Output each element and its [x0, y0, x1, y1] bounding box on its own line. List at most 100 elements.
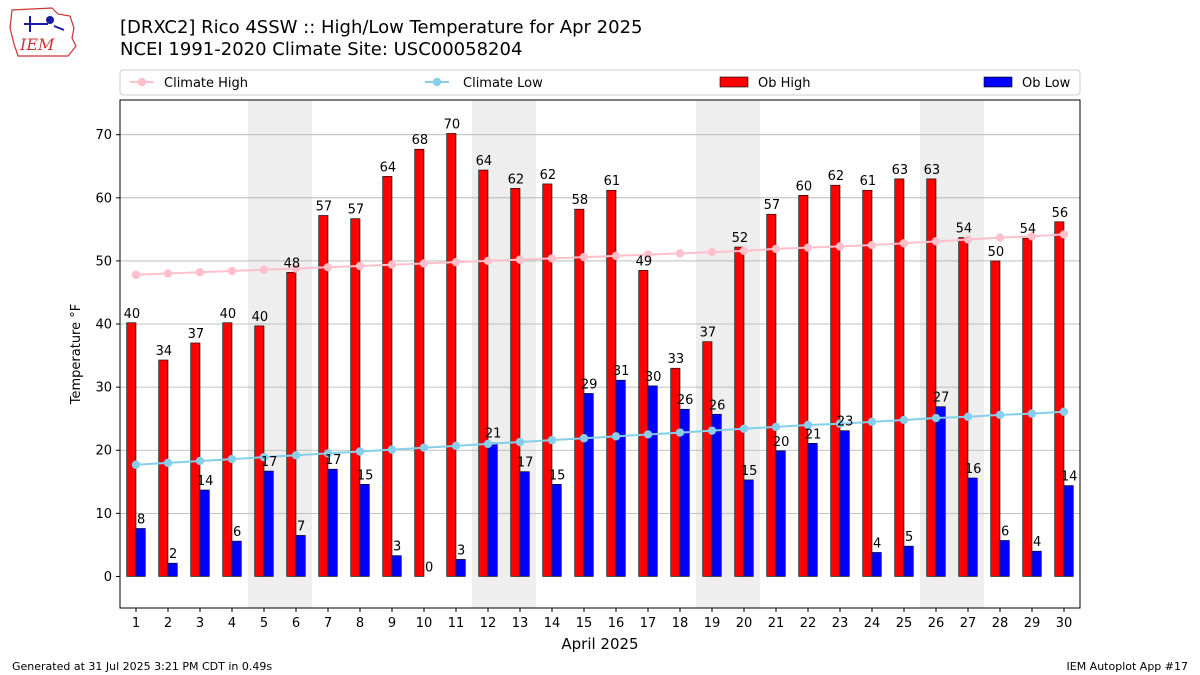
- climate-high-point: [163, 269, 173, 278]
- ob-low-label: 3: [393, 540, 401, 555]
- climate-low-point: [643, 430, 653, 439]
- climate-high-point: [1059, 230, 1069, 239]
- climate-high-point: [195, 268, 205, 277]
- ob-low-label: 26: [709, 398, 726, 413]
- climate-low-point: [835, 419, 845, 428]
- ob-high-bar: [446, 133, 457, 577]
- ob-low-bar: [903, 545, 914, 577]
- ob-low-label: 4: [873, 536, 881, 551]
- climate-high-point: [547, 254, 557, 263]
- climate-high-point: [227, 266, 237, 276]
- ob-low-label: 6: [1001, 524, 1009, 539]
- ob-high-label: 61: [860, 174, 877, 189]
- y-tick-label: 0: [104, 570, 112, 585]
- ob-low-bar: [711, 413, 722, 577]
- x-tick-label: 28: [992, 616, 1009, 631]
- climate-high-point: [963, 235, 973, 244]
- ob-low-bar: [231, 540, 242, 577]
- climate-high-line: [135, 233, 1065, 276]
- ob-high-label: 63: [892, 163, 909, 178]
- climate-high-point: [515, 255, 525, 264]
- climate-low-point: [419, 443, 429, 452]
- ob-low-bar: [839, 430, 850, 577]
- chart-subtitle: NCEI 1991-2020 Climate Site: USC00058204: [120, 39, 523, 60]
- ob-low-bar: [743, 479, 754, 577]
- ob-high-bar: [766, 213, 777, 577]
- climate-low-point: [1059, 407, 1069, 416]
- climate-low-point: [867, 417, 877, 427]
- x-tick-label: 1: [132, 616, 140, 631]
- ob-low-label: 15: [741, 464, 758, 479]
- climate-low-point: [963, 412, 973, 421]
- ob-low-bar: [263, 470, 274, 577]
- x-tick-label: 5: [260, 616, 268, 631]
- ob-high-label: 58: [572, 193, 589, 208]
- climate-low-point: [803, 420, 813, 430]
- ob-low-label: 20: [773, 435, 790, 450]
- ob-high-label: 56: [1052, 206, 1069, 221]
- ob-high-bar: [894, 178, 905, 577]
- x-tick-label: 10: [416, 616, 433, 631]
- ob-low-label: 3: [457, 543, 465, 558]
- legend-climate-high-marker: [137, 77, 147, 87]
- ob-high-bar: [830, 184, 841, 577]
- ob-low-label: 14: [1061, 470, 1078, 485]
- ob-low-bar: [615, 379, 626, 577]
- climate-high-point: [899, 239, 909, 248]
- app-credit: IEM Autoplot App #17: [1066, 660, 1189, 673]
- x-tick-label: 6: [292, 616, 300, 631]
- ob-low-label: 31: [613, 364, 630, 379]
- iem-logo: IEM: [9, 7, 77, 57]
- ob-low-label: 21: [805, 427, 822, 442]
- climate-low-point: [1027, 409, 1037, 418]
- climate-high-point: [259, 265, 269, 274]
- ob-high-label: 54: [1020, 222, 1037, 237]
- x-tick-label: 13: [512, 616, 529, 631]
- climate-high-point: [323, 263, 333, 272]
- climate-low-point: [707, 426, 717, 435]
- climate-low-point: [131, 460, 141, 469]
- ob-low-bar: [455, 559, 466, 577]
- x-tick-label: 8: [356, 616, 364, 631]
- climate-high-point: [451, 257, 461, 267]
- ob-high-bar: [1054, 221, 1065, 577]
- climate-high-point: [995, 233, 1005, 242]
- x-tick-label: 25: [896, 616, 913, 631]
- ob-low-label: 7: [297, 519, 305, 534]
- climate-high-point: [483, 256, 493, 266]
- climate-low-point: [387, 445, 397, 454]
- x-tick-label: 3: [196, 616, 204, 631]
- climate-low-point: [515, 437, 525, 447]
- ob-low-bar: [551, 484, 562, 577]
- ob-low-bar: [647, 385, 658, 577]
- climate-low-point: [739, 424, 749, 433]
- x-tick-label: 4: [228, 616, 236, 631]
- ob-high-bar: [414, 148, 425, 577]
- ob-high-label: 62: [508, 172, 525, 187]
- ob-low-label: 8: [137, 512, 145, 527]
- x-tick-label: 20: [736, 616, 753, 631]
- ob-high-label: 63: [924, 163, 941, 178]
- climate-high-point: [803, 243, 813, 252]
- climate-high-point: [1027, 232, 1037, 241]
- climate-low-point: [995, 410, 1005, 420]
- ob-high-label: 34: [156, 344, 173, 359]
- ob-high-bar: [254, 325, 265, 577]
- ob-high-label: 57: [764, 198, 781, 213]
- climate-low-point: [227, 454, 237, 464]
- ob-high-label: 64: [380, 160, 397, 175]
- ob-high-label: 37: [700, 326, 717, 341]
- climate-low-point: [931, 413, 941, 423]
- x-tick-label: 27: [960, 616, 977, 631]
- ob-low-label: 16: [965, 462, 982, 477]
- ob-high-bar: [798, 194, 809, 577]
- x-tick-label: 15: [576, 616, 593, 631]
- x-tick-label: 16: [608, 616, 625, 631]
- legend-climate-low-label: Climate Low: [463, 76, 543, 91]
- ob-high-label: 64: [476, 154, 493, 169]
- ob-high-bar: [734, 246, 745, 577]
- ob-high-label: 62: [540, 168, 557, 183]
- ob-low-bar: [327, 468, 338, 577]
- ob-low-label: 0: [425, 560, 433, 575]
